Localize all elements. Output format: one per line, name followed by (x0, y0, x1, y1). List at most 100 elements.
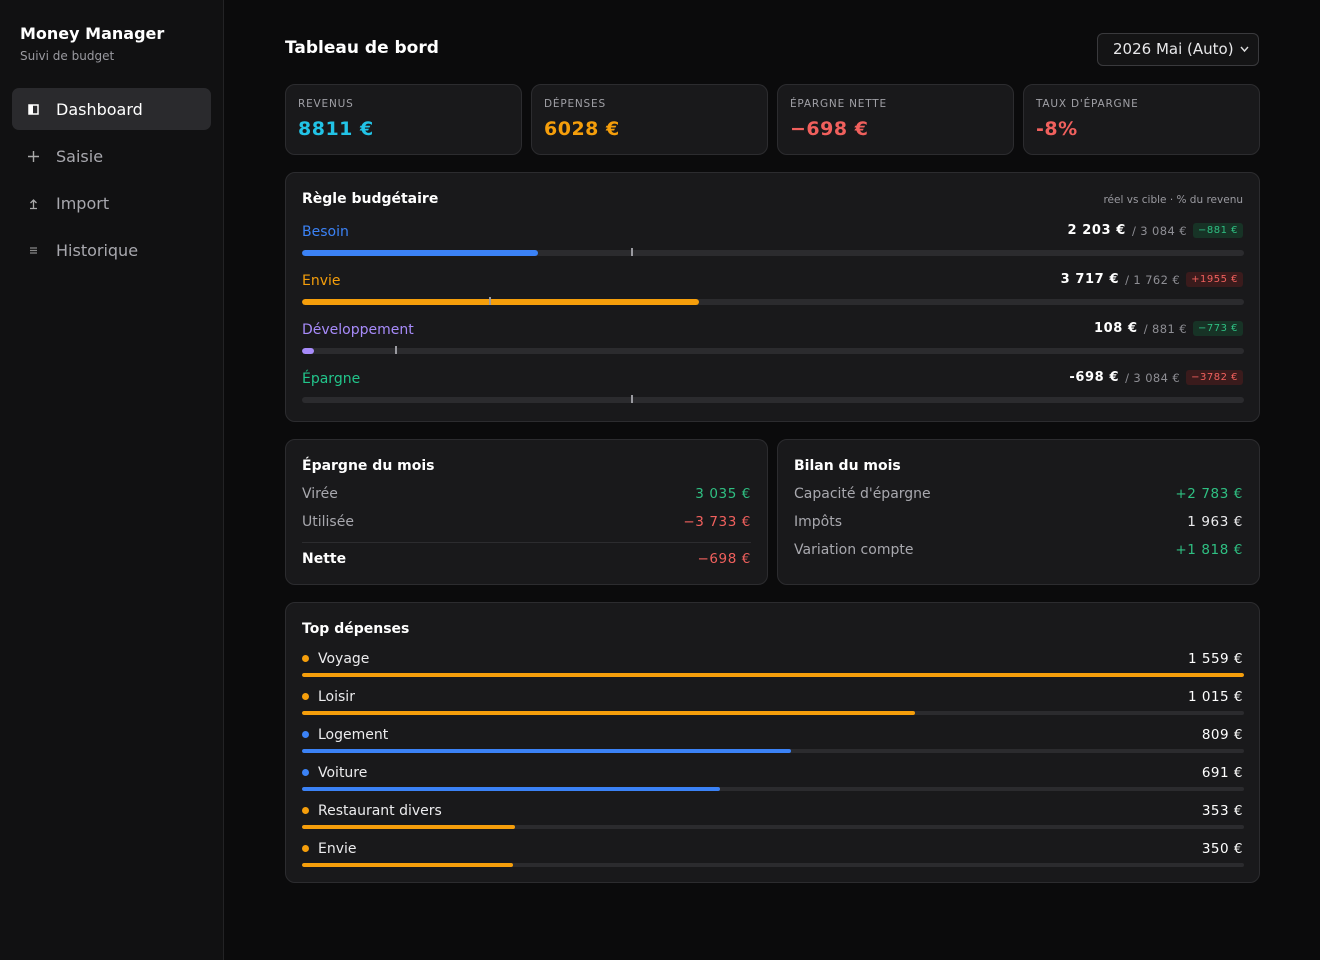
expense-dot (302, 731, 309, 738)
budget-bar (302, 250, 538, 256)
budget-values: 3 717 € / 1 762 € +1955 € (1061, 272, 1243, 287)
top-title: Top dépenses (302, 621, 410, 637)
budget-actual: 3 717 € (1060, 272, 1120, 287)
expense-track (302, 749, 1244, 753)
kpi-value: 6028 € (544, 118, 620, 140)
expense-bar (302, 863, 514, 867)
budget-category: Épargne (302, 371, 361, 387)
budget-actual: 108 € (1094, 321, 1138, 336)
budget-track (302, 348, 1244, 354)
sidebar: Money Manager Suivi de budget Dashboard S… (0, 0, 224, 960)
period-select[interactable]: 2026 Mai (Auto) (1097, 33, 1259, 66)
budget-card: Règle budgétaire réel vs cible · % du rev… (285, 172, 1260, 422)
budget-bar (302, 348, 314, 354)
kpi-label: ÉPARGNE NETTE (790, 98, 887, 110)
expense-value: 809 € (1201, 727, 1243, 743)
summary-row-value: 1 963 € (1187, 514, 1243, 530)
kpi-value: −698 € (790, 118, 869, 140)
nav-label: Saisie (56, 147, 104, 166)
budget-target: / 3 084 € (1131, 223, 1187, 238)
nav-label: Dashboard (56, 100, 143, 119)
kpi-value: -8% (1036, 118, 1078, 140)
kpi-card: ÉPARGNE NETTE −698 € (777, 84, 1014, 155)
top-card: Top dépenses Voyage 1 559 € Loisir 1 015 € Lo… (285, 602, 1260, 883)
expense-value: 1 559 € (1187, 651, 1243, 667)
expense-track (302, 863, 1244, 867)
kpi-card: DÉPENSES 6028 € (531, 84, 768, 155)
expense-track (302, 673, 1244, 677)
nav-label: Historique (56, 241, 139, 260)
summary-row-value: +1 818 € (1175, 542, 1243, 558)
budget-target-marker (395, 346, 398, 354)
nav-label: Import (56, 194, 110, 213)
savings-card: Épargne du mois Virée 3 035 € Utilisée −3 73… (285, 439, 768, 585)
expense-bar (302, 673, 1244, 677)
period-label: 2026 Mai (Auto) (1113, 40, 1234, 58)
kpi-value: 8811 € (298, 118, 374, 140)
budget-title: Règle budgétaire (302, 191, 439, 207)
expense-value: 353 € (1201, 803, 1243, 819)
expense-name: Voyage (318, 651, 370, 667)
budget-target: / 881 € (1143, 321, 1187, 336)
expense-track (302, 711, 1244, 715)
expense-value: 691 € (1201, 765, 1243, 781)
savings-row-value: −3 733 € (683, 514, 751, 530)
expense-dot (302, 693, 309, 700)
budget-diff-badge: +1955 € (1186, 272, 1243, 287)
expense-name: Logement (318, 727, 389, 743)
savings-row-label: Utilisée (302, 514, 354, 530)
budget-category: Besoin (302, 224, 349, 240)
budget-actual: 2 203 € (1067, 223, 1126, 238)
kpi-label: DÉPENSES (544, 98, 606, 110)
app-title: Money Manager (20, 24, 165, 43)
expense-dot (302, 845, 309, 852)
budget-track (302, 397, 1244, 403)
budget-values: -698 € / 3 084 € −3782 € (1069, 370, 1243, 385)
expense-value: 350 € (1201, 841, 1243, 857)
kpi-label: REVENUS (298, 98, 354, 110)
nav-item[interactable]: Saisie (12, 135, 211, 177)
budget-category: Développement (302, 322, 414, 338)
expense-bar (302, 787, 720, 791)
budget-track (302, 299, 1244, 305)
divider (302, 542, 751, 543)
savings-total-value: −698 € (697, 551, 751, 567)
expense-name: Restaurant divers (318, 803, 442, 819)
nav-item[interactable]: Historique (12, 229, 211, 271)
summary-row-label: Variation compte (794, 542, 914, 558)
budget-track (302, 250, 1244, 256)
expense-dot (302, 807, 309, 814)
app-subtitle: Suivi de budget (20, 49, 115, 63)
budget-bar (302, 299, 700, 305)
budget-target-marker (489, 297, 492, 305)
expense-track (302, 787, 1244, 791)
nav-item[interactable]: Dashboard (12, 88, 211, 130)
chevron-icon (1240, 46, 1249, 53)
budget-diff-badge: −773 € (1192, 321, 1243, 336)
summary-card: Bilan du mois Capacité d'épargne +2 783 € I… (777, 439, 1260, 585)
budget-target: / 3 084 € (1125, 370, 1181, 385)
expense-track (302, 825, 1244, 829)
budget-values: 2 203 € / 3 084 € −881 € (1067, 223, 1243, 238)
nav-item[interactable]: Import (12, 182, 211, 224)
expense-bar (302, 749, 791, 753)
expense-value: 1 015 € (1187, 689, 1243, 705)
summary-row-label: Capacité d'épargne (794, 486, 931, 502)
budget-diff-badge: −3782 € (1186, 370, 1243, 385)
budget-target-marker (630, 248, 633, 256)
summary-title: Bilan du mois (794, 458, 901, 474)
summary-row-label: Impôts (794, 514, 843, 530)
budget-category: Envie (302, 273, 341, 289)
summary-row-value: +2 783 € (1175, 486, 1243, 502)
expense-dot (302, 769, 309, 776)
savings-row-value: 3 035 € (695, 486, 751, 502)
expense-name: Envie (318, 841, 357, 857)
nav-icon (30, 199, 37, 210)
budget-diff-badge: −881 € (1192, 223, 1243, 238)
page-title: Tableau de bord (285, 38, 439, 58)
budget-note: réel vs cible · % du revenu (1103, 194, 1243, 206)
nav-icon (30, 247, 37, 254)
budget-target: / 1 762 € (1125, 272, 1181, 287)
savings-title: Épargne du mois (302, 458, 435, 474)
